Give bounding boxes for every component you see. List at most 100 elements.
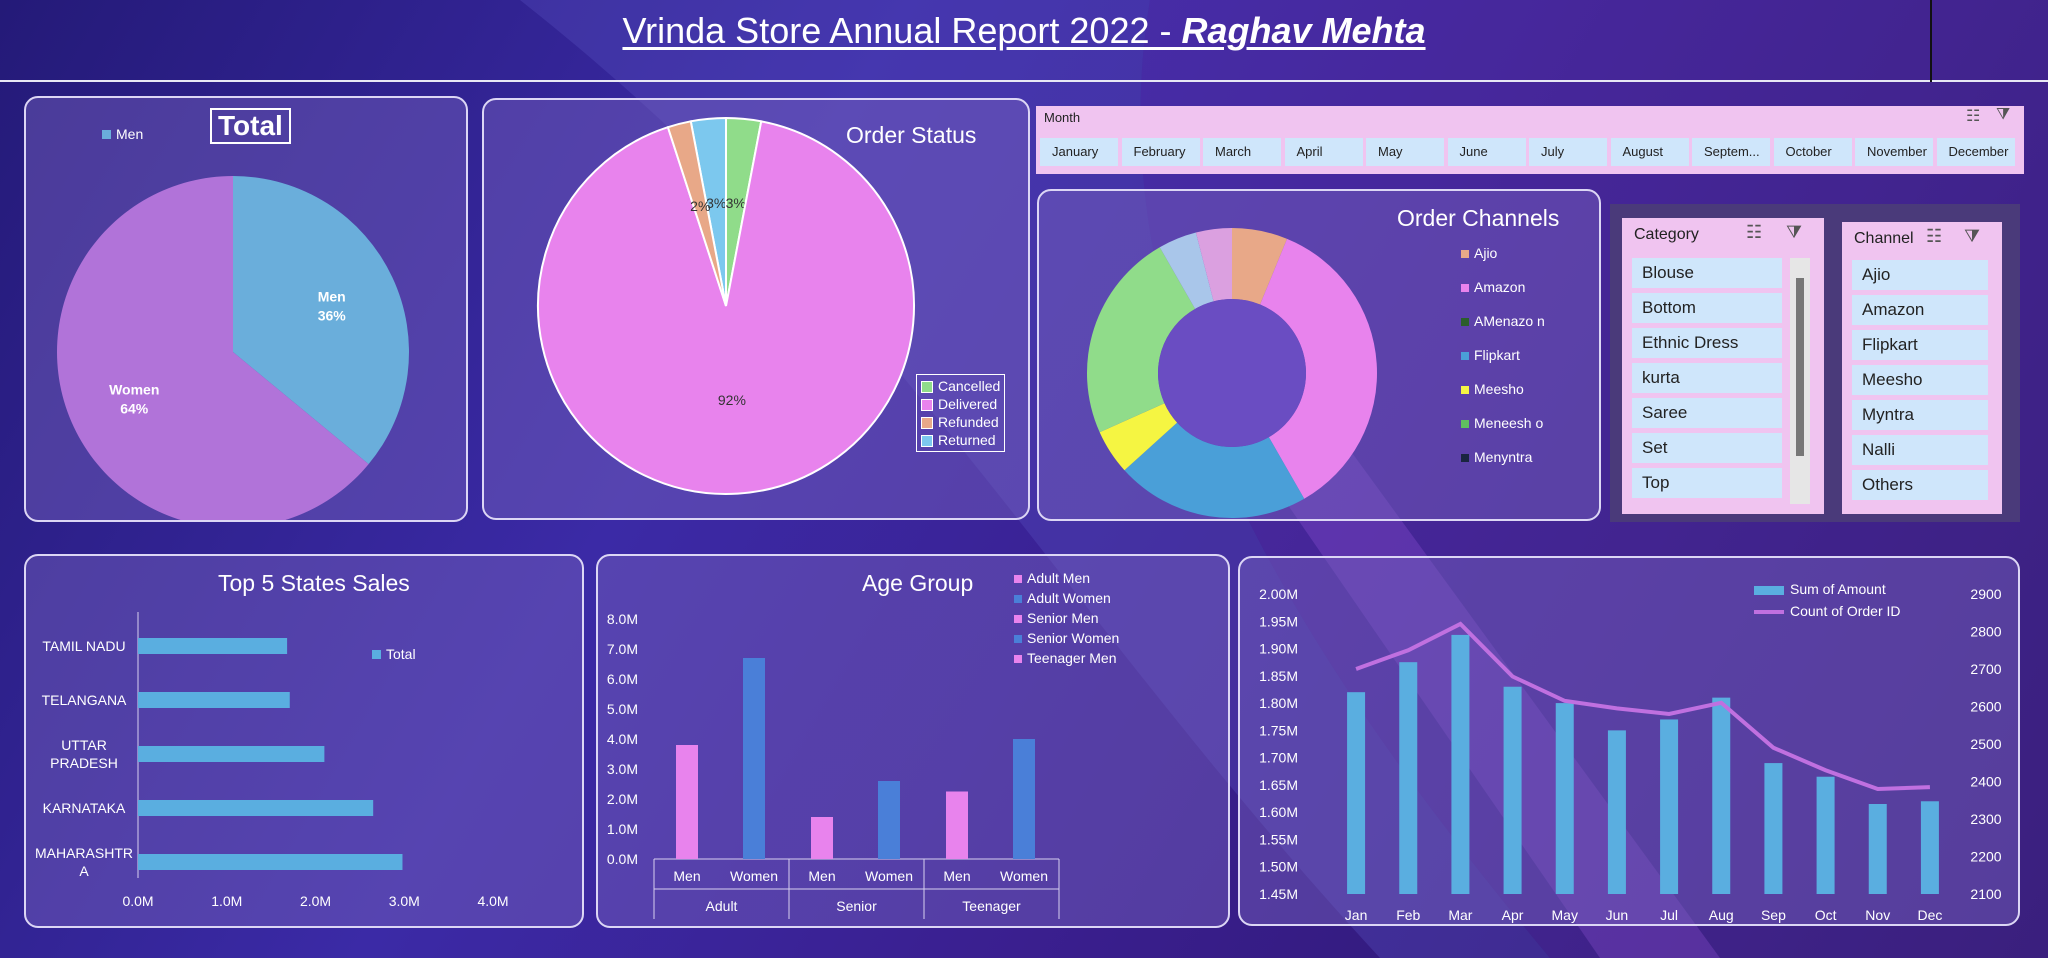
channel-legend-item: Ajio (1461, 245, 1571, 279)
month-slicer-item[interactable]: April (1284, 138, 1363, 166)
age-subcat-label: Men (808, 868, 835, 884)
slicer-item[interactable]: Top (1632, 468, 1782, 498)
state-label: A (79, 863, 89, 879)
slicer-item[interactable]: Flipkart (1852, 330, 1988, 360)
month-slicer-item[interactable]: October (1773, 138, 1852, 166)
status-slice-refunded (666, 120, 727, 307)
age-group-label: Adult (706, 898, 738, 914)
channel-legend-item: Flipkart (1461, 347, 1571, 381)
monthly-x-tick: Oct (1815, 907, 1837, 923)
order-channels-title: Order Channels (1397, 205, 1560, 231)
gender-pie-chart: Men 36% Women 64% (57, 176, 409, 520)
monthly-sales-combo-chart: 1.45M 1.50M 1.55M 1.60M 1.65M 1.70M 1.75M 1.80M… (1259, 586, 2002, 923)
monthly-x-tick: Jul (1660, 907, 1678, 923)
states-x-tick: 2.0M (300, 893, 331, 909)
monthly-legend-item: Count of Order ID (1754, 600, 1901, 622)
order-channels-panel[interactable]: Order Channels Ajio Amazon AMenazo n Flipka… (1037, 189, 1601, 521)
orders-line (1355, 621, 1930, 792)
gender-slice-pct: 36% (318, 308, 347, 324)
slicer-item[interactable]: Blouse (1632, 258, 1782, 288)
gender-chart-panel[interactable]: Men 36% Women 64% Total Men (24, 96, 468, 522)
states-legend-label: Total (386, 646, 416, 662)
monthly-x-tick: Nov (1865, 907, 1890, 923)
slicer-item[interactable]: Others (1852, 470, 1988, 500)
age-legend-label: Adult Women (1027, 590, 1111, 606)
month-slicer[interactable]: Month ☷ ⧩ January February March April May Ju… (1036, 106, 2024, 174)
order-status-title: Order Status (846, 122, 977, 148)
clear-filter-icon[interactable]: ⧩ (1786, 222, 1803, 242)
multi-select-icon[interactable]: ☷ (1926, 226, 1943, 246)
month-slicer-item[interactable]: June (1447, 138, 1526, 166)
status-legend-label: Delivered (938, 396, 998, 412)
header-marker (1930, 0, 1932, 82)
age-y-tick: 5.0M (607, 701, 638, 717)
age-legend-swatch (1014, 615, 1022, 623)
state-bar (138, 692, 290, 708)
slicer-item[interactable]: kurta (1632, 363, 1782, 393)
month-slicer-item[interactable]: May (1366, 138, 1444, 166)
clear-filter-icon[interactable]: ⧩ (1996, 106, 2011, 123)
status-slice-pct: 3% (706, 195, 726, 211)
channel-legend-label: Menyntra (1474, 449, 1533, 465)
slicer-item[interactable]: Myntra (1852, 400, 1988, 430)
channel-legend-label: Meneesh o (1474, 415, 1544, 431)
status-legend-label: Refunded (938, 414, 999, 430)
slicer-item[interactable]: Ethnic Dress (1632, 328, 1782, 358)
monthly-left-tick: 1.60M (1259, 804, 1298, 820)
status-legend-swatch (921, 381, 933, 394)
states-chart-title: Top 5 States Sales (218, 570, 410, 596)
amount-bar (1660, 719, 1679, 894)
age-group-label: Senior (836, 898, 877, 914)
month-slicer-item[interactable]: March (1203, 138, 1281, 166)
age-group-panel[interactable]: 0.0M 1.0M 2.0M 3.0M 4.0M 5.0M 6.0M 7.0M 8.0M Men W… (596, 554, 1230, 928)
slicer-item[interactable]: Meesho (1852, 365, 1988, 395)
category-scrollbar-thumb[interactable] (1796, 278, 1804, 456)
monthly-right-tick: 2800 (1970, 624, 2001, 640)
states-chart-panel[interactable]: TAMIL NADU TELANGANA UTTAR PRADESH KARNATAKA… (24, 554, 584, 928)
category-scrollbar[interactable] (1790, 258, 1810, 504)
channel-legend-label: Flipkart (1474, 347, 1520, 363)
channel-legend-item: Amazon (1461, 279, 1571, 313)
status-slice-delivered (537, 120, 915, 495)
state-label: MAHARASHTR (35, 845, 133, 861)
monthly-left-tick: 1.80M (1259, 695, 1298, 711)
gender-slice-label: Men (318, 289, 346, 305)
slicer-item[interactable]: Ajio (1852, 260, 1988, 290)
monthly-right-tick: 2700 (1970, 661, 2001, 677)
monthly-left-tick: 1.65M (1259, 777, 1298, 793)
age-legend-label: Teenager Men (1027, 650, 1117, 666)
state-bar (138, 746, 325, 762)
age-y-tick: 6.0M (607, 671, 638, 687)
channel-slicer[interactable]: Channel ☷ ⧩ Ajio Amazon Flipkart Meesho Mynt… (1842, 222, 2002, 514)
donut-hole (1158, 299, 1306, 447)
slicer-item[interactable]: Set (1632, 433, 1782, 463)
month-slicer-item[interactable]: August (1610, 138, 1689, 166)
month-slicer-item[interactable]: December (1936, 138, 2015, 166)
month-slicer-item[interactable]: Septem... (1692, 138, 1770, 166)
month-slicer-item[interactable]: July (1529, 138, 1607, 166)
multi-select-icon[interactable]: ☷ (1966, 108, 1981, 125)
multi-select-icon[interactable]: ☷ (1746, 222, 1763, 242)
amount-bar (1555, 703, 1574, 894)
slicer-item[interactable]: Nalli (1852, 435, 1988, 465)
channel-slice-amazon (1260, 238, 1377, 499)
month-slicer-item[interactable]: February (1121, 138, 1200, 166)
slicer-item[interactable]: Amazon (1852, 295, 1988, 325)
states-bar-chart: TAMIL NADU TELANGANA UTTAR PRADESH KARNATAKA… (35, 612, 509, 909)
amount-bar (1816, 776, 1835, 894)
month-slicer-item[interactable]: January (1040, 138, 1118, 166)
age-bar (1013, 739, 1035, 859)
status-legend-item: Cancelled (921, 377, 1000, 395)
month-slicer-item[interactable]: November (1855, 138, 1933, 166)
status-legend-swatch (921, 435, 933, 448)
state-bar (138, 638, 288, 654)
age-bar (878, 781, 900, 859)
clear-filter-icon[interactable]: ⧩ (1964, 226, 1981, 246)
monthly-sales-panel[interactable]: 1.45M 1.50M 1.55M 1.60M 1.65M 1.70M 1.75M 1.80M… (1238, 556, 2020, 926)
states-x-tick: 0.0M (122, 893, 153, 909)
slicer-item[interactable]: Bottom (1632, 293, 1782, 323)
order-status-panel[interactable]: 3% 3% 92% 2% Order Status Cancelled Delivere… (482, 98, 1030, 520)
category-slicer[interactable]: Category ☷ ⧩ Blouse Bottom Ethnic Dress kur… (1622, 218, 1824, 514)
slicer-item[interactable]: Saree (1632, 398, 1782, 428)
channel-legend-item: Meneesh o (1461, 415, 1571, 449)
